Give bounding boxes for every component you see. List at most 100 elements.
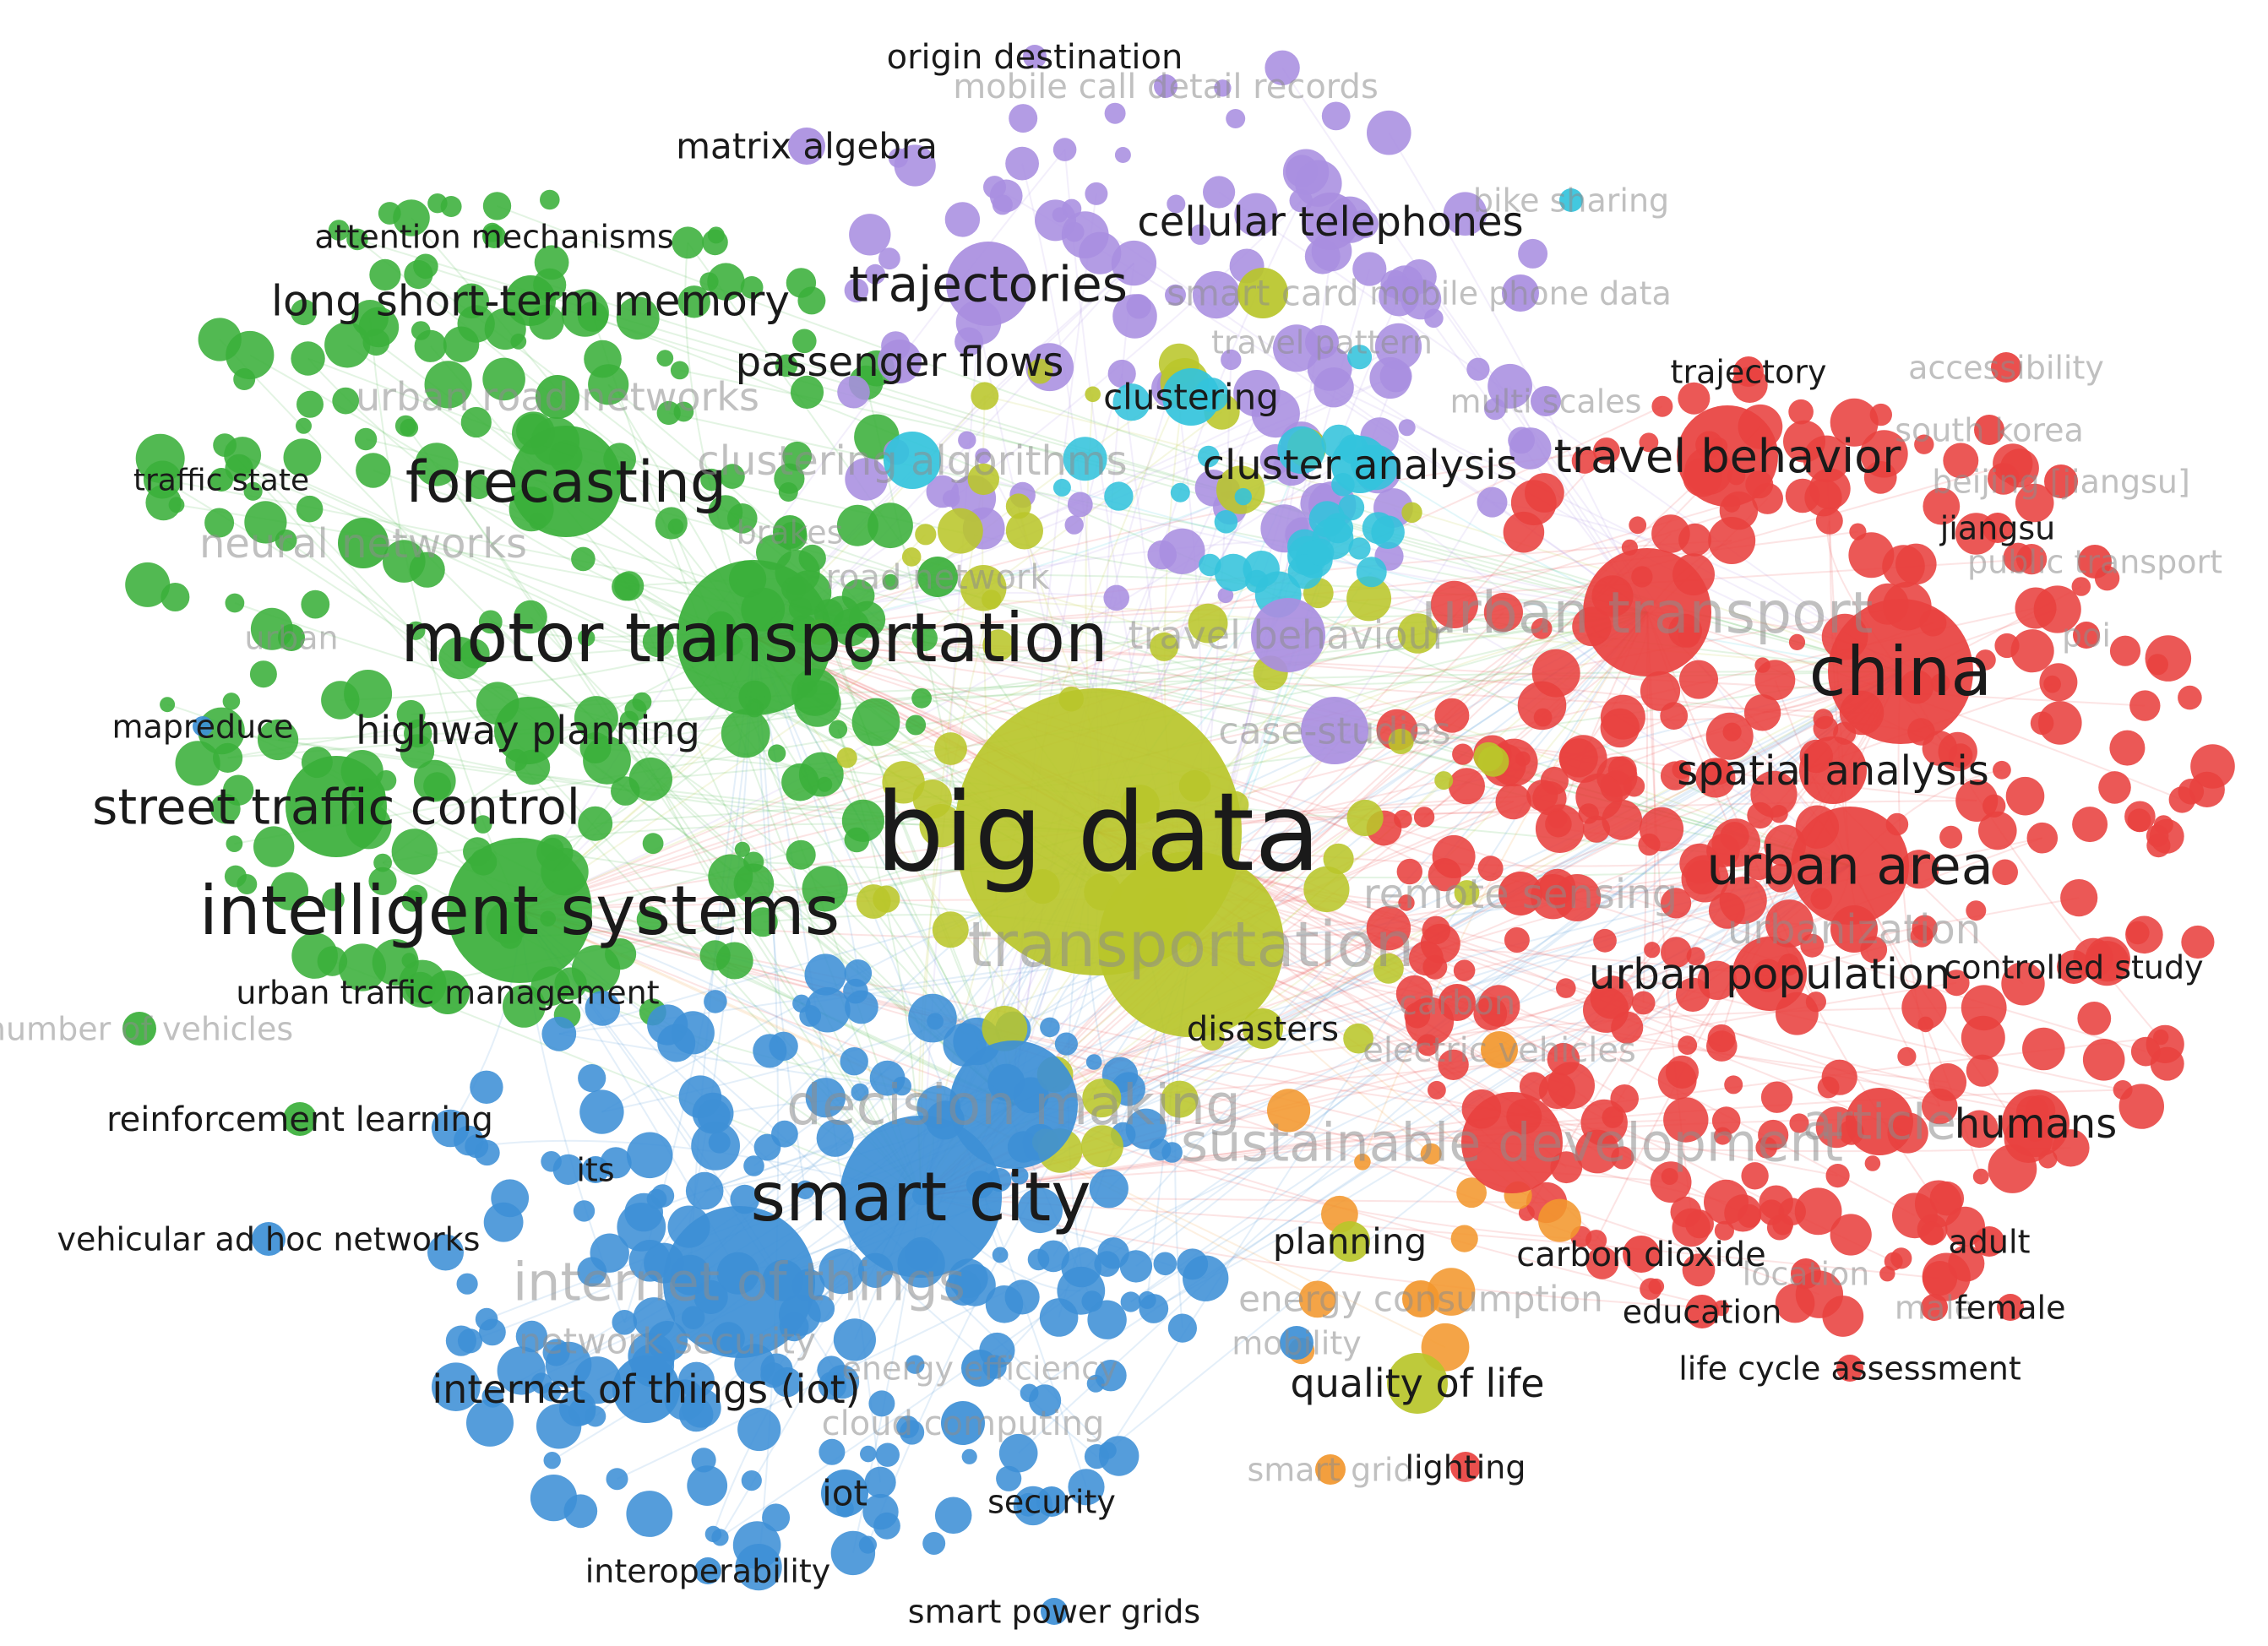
minor-node [1509, 427, 1552, 470]
minor-node [833, 1318, 876, 1361]
minor-node [1343, 1023, 1373, 1054]
keyword-label: trajectories [849, 255, 1128, 312]
minor-node [1303, 866, 1350, 913]
minor-node [737, 1407, 781, 1452]
keyword-node [1301, 697, 1368, 764]
minor-node [541, 1151, 562, 1172]
minor-node [1708, 517, 1756, 564]
minor-node [1772, 1214, 1794, 1236]
minor-node [160, 583, 190, 611]
minor-node [677, 285, 710, 318]
minor-node [1401, 502, 1422, 523]
minor-node [283, 438, 322, 477]
minor-node [1161, 1080, 1199, 1118]
minor-node [792, 329, 817, 354]
minor-node [1825, 1164, 1850, 1188]
minor-node [743, 1155, 764, 1176]
keyword-label: cluster analysis [1203, 442, 1518, 489]
minor-node [982, 1006, 1028, 1051]
minor-node [1766, 863, 1796, 893]
minor-node [383, 540, 426, 583]
minor-node [1582, 815, 1610, 843]
minor-node [510, 334, 527, 350]
keyword-node [1531, 386, 1561, 416]
minor-node [454, 283, 489, 319]
minor-node [1741, 1162, 1769, 1190]
minor-node [328, 220, 350, 241]
keyword-node [1387, 1353, 1448, 1414]
minor-node [844, 278, 869, 303]
minor-node [530, 1475, 578, 1522]
minor-node [1910, 925, 1934, 948]
minor-node [322, 888, 345, 911]
minor-node [1518, 238, 1548, 269]
keyword-node [193, 716, 213, 736]
keyword-node [1302, 193, 1359, 250]
minor-node [571, 546, 596, 572]
minor-node [1085, 386, 1101, 403]
minor-node [1759, 1185, 1793, 1220]
minor-node [945, 1269, 982, 1306]
minor-node [1103, 584, 1129, 611]
keyword-node [1450, 1452, 1481, 1482]
minor-node [1993, 760, 2011, 780]
minor-node [1203, 176, 1236, 209]
minor-node [301, 589, 330, 619]
minor-node [1456, 1177, 1487, 1209]
minor-node [1788, 633, 1806, 651]
minor-node [1104, 102, 1126, 124]
minor-node [482, 357, 525, 401]
minor-node [837, 375, 870, 409]
minor-node [143, 460, 182, 499]
keyword-label: street traffic control [92, 778, 580, 835]
minor-node [1063, 437, 1107, 481]
minor-node [577, 1257, 607, 1287]
minor-node [457, 1328, 483, 1354]
minor-node [1815, 507, 1843, 535]
minor-node [1356, 557, 1387, 588]
minor-node [1214, 79, 1232, 97]
minor-node [1770, 805, 1788, 823]
minor-node [1347, 345, 1373, 370]
link [307, 357, 755, 638]
minor-node [1682, 1253, 1716, 1287]
minor-node [2015, 587, 2057, 629]
minor-node [882, 573, 899, 590]
minor-node [1119, 1250, 1153, 1283]
minor-node [1711, 818, 1760, 867]
link [519, 405, 1663, 911]
minor-node [1120, 1291, 1141, 1312]
minor-node [901, 547, 922, 567]
minor-node [934, 1497, 972, 1535]
minor-node [536, 1404, 582, 1449]
minor-node [291, 299, 317, 326]
keyword-label: carbon [1399, 984, 1515, 1023]
keyword-node [1799, 736, 1867, 804]
keyword-node [1305, 325, 1339, 359]
minor-node [1408, 941, 1444, 976]
minor-node [456, 1273, 478, 1295]
keyword-node [1974, 415, 2004, 445]
minor-node [878, 247, 900, 270]
minor-node [967, 463, 1000, 496]
minor-node [443, 326, 480, 363]
minor-node [213, 433, 237, 457]
minor-node [985, 1285, 1024, 1323]
minor-node [324, 322, 371, 368]
keyword-node [283, 1102, 317, 1136]
minor-node [836, 504, 878, 546]
minor-node [805, 1078, 846, 1118]
minor-node [478, 610, 503, 634]
minor-node [911, 625, 938, 651]
minor-node [1217, 587, 1234, 604]
link [1361, 611, 1648, 1163]
minor-node [369, 258, 401, 291]
keyword-label: internet of things (iot) [432, 1366, 860, 1412]
link [1135, 671, 1901, 1268]
minor-node [1017, 1187, 1063, 1234]
keyword-label: mobile call detail records [953, 68, 1379, 106]
minor-node [2146, 834, 2171, 858]
minor-node [1243, 551, 1280, 588]
minor-node [1639, 807, 1684, 852]
link [607, 383, 1014, 1105]
